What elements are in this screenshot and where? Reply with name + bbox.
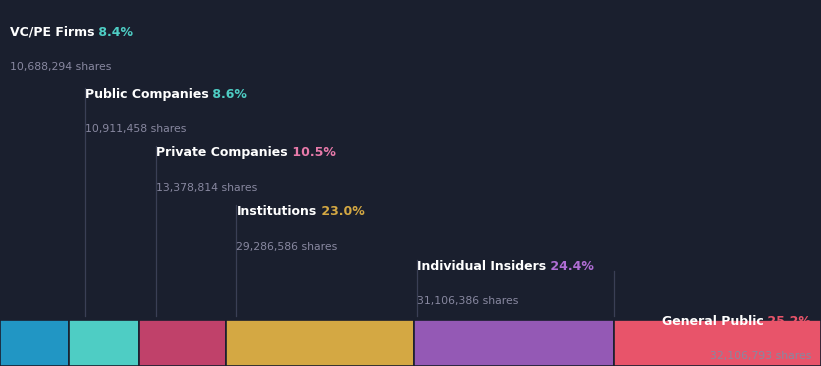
Text: 25.2%: 25.2% (764, 315, 811, 328)
Text: 31,106,386 shares: 31,106,386 shares (417, 296, 518, 306)
Text: 10,688,294 shares: 10,688,294 shares (10, 62, 111, 72)
Text: 24.4%: 24.4% (546, 260, 594, 273)
Bar (614, 320, 821, 366)
Text: General Public: General Public (662, 315, 764, 328)
Text: Private Companies: Private Companies (156, 146, 287, 160)
Text: 8.4%: 8.4% (94, 26, 133, 39)
Text: Public Companies: Public Companies (85, 88, 209, 101)
Text: 10,911,458 shares: 10,911,458 shares (85, 124, 186, 134)
Text: 29,286,586 shares: 29,286,586 shares (236, 242, 337, 251)
Text: 23.0%: 23.0% (317, 205, 365, 218)
Bar (414, 320, 614, 366)
Text: Institutions: Institutions (236, 205, 317, 218)
Text: VC/PE Firms: VC/PE Firms (10, 26, 94, 39)
Bar (226, 320, 414, 366)
Text: 10.5%: 10.5% (287, 146, 336, 160)
Bar (0, 320, 69, 366)
Text: 32,106,793 shares: 32,106,793 shares (710, 351, 811, 361)
Text: 8.6%: 8.6% (209, 88, 247, 101)
Text: Individual Insiders: Individual Insiders (417, 260, 546, 273)
Bar (140, 320, 226, 366)
Text: 13,378,814 shares: 13,378,814 shares (156, 183, 257, 193)
Bar (69, 320, 140, 366)
